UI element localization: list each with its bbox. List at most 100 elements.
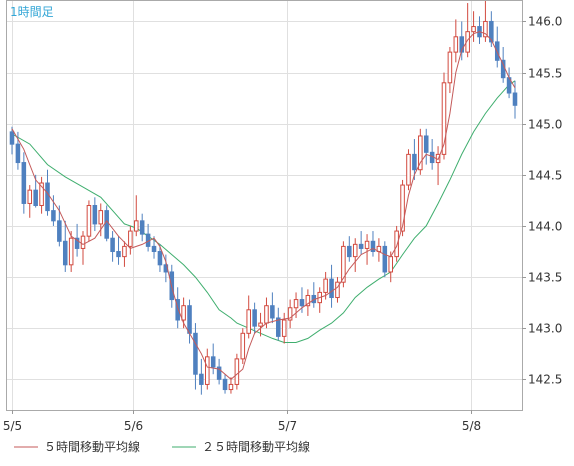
candle xyxy=(358,231,364,255)
candle-body-up xyxy=(388,256,394,273)
candle-body-down xyxy=(62,240,68,266)
candle-body-down xyxy=(423,135,429,153)
candle-body-down xyxy=(57,220,62,242)
legend: ５時間移動平均線 ２５時間移動平均線 xyxy=(14,439,310,454)
candle-body-down xyxy=(15,143,21,164)
candle-body-up xyxy=(258,322,263,327)
y-tick-label: 143.0 xyxy=(528,322,562,336)
candle-body-up xyxy=(234,358,240,385)
candle-body-down xyxy=(110,237,115,253)
candle xyxy=(370,231,376,257)
candle xyxy=(352,238,358,272)
candle-body-up xyxy=(465,31,470,53)
candle-body-up xyxy=(39,182,44,207)
candle-body-down xyxy=(151,245,157,253)
candle xyxy=(92,197,98,232)
candle-body-up xyxy=(323,278,328,293)
candle-body-up xyxy=(80,235,86,249)
candle-body-up xyxy=(341,245,346,283)
y-tick-label: 145.5 xyxy=(528,67,562,81)
candle-body-down xyxy=(358,243,364,249)
candle-body-up xyxy=(447,51,453,84)
candle-body-down xyxy=(347,245,352,258)
candle-body-down xyxy=(9,131,15,145)
candle xyxy=(151,236,157,259)
candle-body-down xyxy=(512,92,518,106)
candle-body-down xyxy=(382,245,388,273)
candle xyxy=(216,358,222,385)
candle xyxy=(341,241,346,288)
candle-body-up xyxy=(122,245,127,258)
candle-body-up xyxy=(305,294,311,307)
candle-body-up xyxy=(406,153,411,186)
candle xyxy=(68,231,74,272)
candle xyxy=(51,195,56,226)
candle xyxy=(459,21,465,61)
candle xyxy=(21,152,27,214)
candle-body-up xyxy=(483,20,488,38)
candle-body-up xyxy=(400,184,405,232)
candle xyxy=(234,353,240,390)
candle-body-down xyxy=(276,317,281,337)
candle xyxy=(423,128,429,165)
candle-body-down xyxy=(33,189,38,207)
candle-body-down xyxy=(489,20,494,43)
candle-body-up xyxy=(228,383,234,391)
candle-body-down xyxy=(104,210,109,239)
candle xyxy=(133,195,139,237)
candle-body-up xyxy=(441,82,447,155)
candle xyxy=(287,299,293,329)
x-tick-label: 5/7 xyxy=(278,419,297,433)
candle-body-down xyxy=(270,305,275,319)
candle xyxy=(305,289,311,316)
x-tick-label: 5/5 xyxy=(3,419,22,433)
candle-body-up xyxy=(281,319,287,337)
legend-ma5-label: ５時間移動平均線 xyxy=(44,439,140,454)
candle xyxy=(210,343,216,375)
candle xyxy=(222,374,228,394)
candle xyxy=(157,244,163,272)
candle-body-down xyxy=(459,36,465,53)
candle-body-down xyxy=(193,332,198,375)
candle-body-up xyxy=(335,281,340,299)
candle xyxy=(98,203,104,237)
candle-body-down xyxy=(92,205,98,225)
candle xyxy=(27,185,33,218)
candle xyxy=(412,139,417,180)
candle-body-up xyxy=(364,240,370,249)
candle xyxy=(122,241,127,267)
candle-body-down xyxy=(329,278,334,299)
candle-body-up xyxy=(27,189,33,204)
candle-body-up xyxy=(133,220,139,232)
candle xyxy=(281,312,287,344)
x-tick-label: 5/8 xyxy=(462,419,481,433)
candle xyxy=(258,312,263,337)
candle xyxy=(193,323,198,390)
chart-title: 1時間足 xyxy=(10,5,54,19)
candle-body-down xyxy=(252,309,257,327)
candle-body-down xyxy=(175,299,180,321)
y-tick-label: 143.5 xyxy=(528,271,562,285)
candle xyxy=(364,234,370,265)
candle-body-up xyxy=(181,305,186,321)
candle xyxy=(80,231,86,265)
candle-body-down xyxy=(116,251,121,258)
candle-body-up xyxy=(418,135,423,171)
candle xyxy=(86,200,92,242)
candle xyxy=(299,287,305,313)
candle xyxy=(293,292,299,318)
candle-body-down xyxy=(299,299,305,307)
candle xyxy=(471,11,476,42)
candle xyxy=(329,264,334,308)
candle-body-up xyxy=(264,305,269,324)
candle xyxy=(483,1,488,42)
candle-body-down xyxy=(370,240,376,253)
y-tick-label: 142.5 xyxy=(528,373,562,387)
candle xyxy=(246,295,251,339)
candle-body-up xyxy=(205,356,210,385)
candle-body-up xyxy=(86,205,92,237)
ma5-line xyxy=(11,31,516,380)
candle xyxy=(104,205,109,242)
candle-body-down xyxy=(216,366,222,380)
